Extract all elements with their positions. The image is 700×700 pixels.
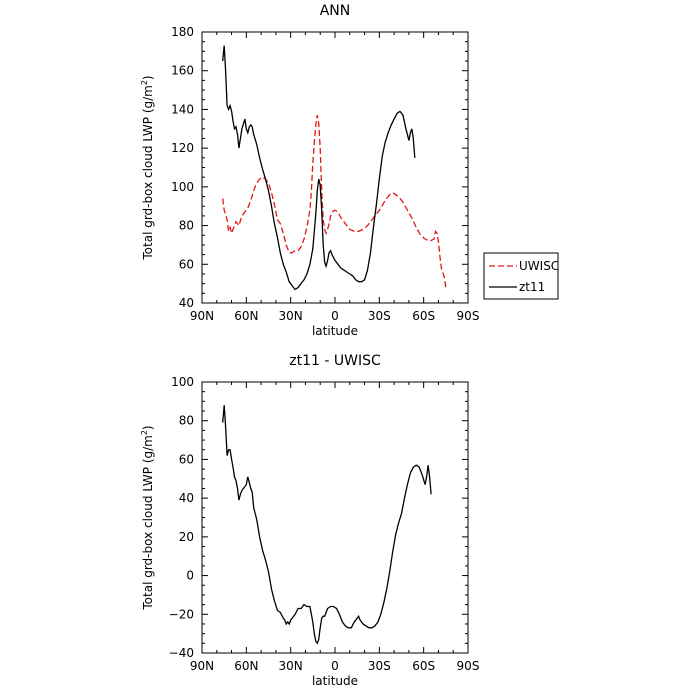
series-line-uwisc (222, 115, 447, 288)
y-tick-label: 140 (171, 102, 194, 116)
y-tick-label: 0 (186, 569, 194, 583)
y-tick-label: 60 (179, 257, 194, 271)
y-tick-label: 80 (179, 414, 194, 428)
y-tick-label: −40 (169, 646, 194, 660)
x-tick-label: 60N (234, 659, 258, 673)
y-tick-label: 40 (179, 296, 194, 310)
chart-title: zt11 - UWISC (289, 353, 381, 369)
y-axis-label: Total grd-box cloud LWP (g/m2) (140, 425, 155, 610)
y-tick-label: 180 (171, 25, 194, 39)
plot-frame (201, 381, 469, 654)
series-line-zt11 (222, 45, 416, 291)
x-tick-label: 0 (331, 659, 339, 673)
bottom-panel: 90N 60N 30N 0 30S 60S 90S −40 −20 0 20 40 60 80 100 zt1… (140, 353, 479, 688)
x-tick-label: 90N (190, 309, 214, 323)
x-axis-label: latitude (312, 674, 358, 688)
x-tick-label: 90S (457, 659, 480, 673)
legend: UWISC zt11 (483, 252, 559, 300)
chart-title: ANN (320, 3, 351, 19)
y-tick-label: 60 (179, 452, 194, 466)
y-tick-label: 80 (179, 219, 194, 233)
y-tick-label: 100 (171, 180, 194, 194)
y-tick-label: 20 (179, 530, 194, 544)
x-tick-label: 90S (457, 309, 480, 323)
x-tick-label: 30S (368, 309, 391, 323)
y-tick-label: 100 (171, 375, 194, 389)
y-tick-label: −20 (169, 607, 194, 621)
x-tick-label: 30N (279, 659, 303, 673)
legend-label-zt11: zt11 (519, 280, 545, 294)
series-line-difference (222, 405, 432, 645)
x-tick-label: 60S (412, 659, 435, 673)
x-tick-label: 60N (234, 309, 258, 323)
x-tick-label: 0 (331, 309, 339, 323)
x-tick-label: 30N (279, 309, 303, 323)
x-tick-label: 60S (412, 309, 435, 323)
y-tick-label: 40 (179, 491, 194, 505)
y-tick-label: 160 (171, 64, 194, 78)
legend-box (483, 252, 559, 300)
x-tick-label: 90N (190, 659, 214, 673)
y-tick-label: 120 (171, 141, 194, 155)
x-tick-label: 30S (368, 659, 391, 673)
y-axis-label: Total grd-box cloud LWP (g/m2) (140, 75, 155, 260)
x-axis-label: latitude (312, 324, 358, 338)
legend-label-uwisc: UWISC (519, 259, 559, 273)
plot-frame (201, 31, 469, 304)
top-panel: 90N 60N 30N 0 30S 60S 90S 40 60 80 100 120 140 160 180… (140, 3, 479, 338)
